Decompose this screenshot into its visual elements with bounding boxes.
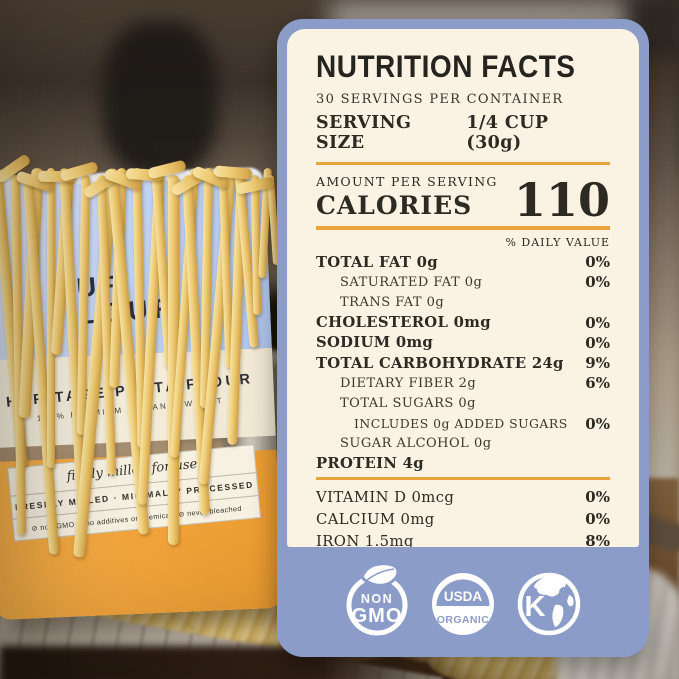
calories-label: CALORIES [316, 191, 473, 220]
bag-brand-text: UR LOUR [76, 262, 250, 330]
nutrient-name: DIETARY FIBER 2g [340, 375, 477, 391]
non-gmo-line1: NON [361, 592, 393, 606]
divider [316, 477, 610, 481]
nutrient-name: INCLUDES 0g ADDED SUGARS [354, 416, 568, 432]
nutrient-name: SUGAR ALCOHOL 0g [340, 436, 492, 452]
leaf-icon [360, 562, 400, 587]
daily-value-header: % DAILY VALUE [505, 236, 610, 249]
amount-per-serving-label: AMOUNT PER SERVING [316, 174, 498, 189]
nutrient-name: IRON 1.5mg [316, 532, 414, 547]
divider [316, 226, 610, 230]
nutrient-name: TRANS FAT 0g [340, 294, 445, 310]
nutrient-name: SATURATED FAT 0g [340, 274, 483, 290]
nutrient-name: TOTAL CARBOHYDRATE 24g [316, 354, 564, 372]
nutrition-title: NUTRITION FACTS [316, 49, 576, 84]
nutrient-rows: TOTAL FAT 0g 0% SATURATED FAT 0g 0% TRANS … [316, 252, 610, 474]
bag-blue-panel: UR LOUR [0, 175, 272, 361]
nutrient-row: PROTEIN 4g [316, 454, 610, 474]
globe-continent [567, 595, 574, 607]
usda-text: USDA [444, 589, 483, 604]
nutrient-row: INCLUDES 0g ADDED SUGARS 0% [316, 414, 610, 434]
background-pot [103, 22, 218, 177]
nutrient-row: TOTAL CARBOHYDRATE 24g 9% [316, 353, 610, 373]
nutrient-row: SUGAR ALCOHOL 0g [316, 434, 610, 454]
divider [316, 162, 610, 165]
nutrient-name: CALCIUM 0mg [316, 510, 435, 528]
leaf-vein [365, 568, 395, 582]
nutrient-dv: 8% [585, 532, 610, 547]
nutrient-name: VITAMIN D 0mcg [316, 488, 455, 506]
flour-bag: UR LOUR HERITAGE PASTA FLOUR 100% PREMIU… [0, 175, 284, 621]
non-gmo-badge: NON GMO [342, 559, 412, 637]
organic-text: ORGANIC [437, 614, 489, 626]
badge-top-half [436, 579, 490, 606]
bag-claims-box: finely milled for use FRESHLY MILLED · M… [7, 444, 262, 542]
nutrient-row: SATURATED FAT 0g 0% [316, 272, 610, 292]
globe-continent [552, 604, 564, 627]
calories-block: AMOUNT PER SERVING CALORIES 110 [316, 172, 610, 227]
nutrient-name: CHOLESTEROL 0mg [316, 314, 491, 332]
nutrient-row: DIETARY FIBER 2g 6% [316, 373, 610, 393]
nutrient-row: IRON 1.5mg 8% [316, 530, 610, 547]
nutrient-dv: 0% [585, 414, 610, 433]
nutrient-dv: 9% [585, 354, 610, 373]
nutrient-row: TOTAL SUGARS 0g [316, 393, 610, 413]
kosher-k-letter: K [525, 591, 546, 623]
nutrient-dv: 0% [585, 253, 610, 272]
certification-badges: NON GMO USDA ORGANIC [277, 559, 649, 637]
kosher-badge: K [514, 563, 584, 637]
globe-icon [517, 572, 581, 636]
nutrient-dv: 0% [585, 313, 610, 332]
bag-orange-panel: finely milled for use FRESHLY MILLED · M… [0, 444, 284, 621]
servings-per-container: 30 SERVINGS PER CONTAINER [316, 92, 564, 107]
nutrient-dv: 0% [585, 273, 610, 292]
usda-organic-badge: USDA ORGANIC [428, 563, 498, 637]
nutrient-row: CALCIUM 0mg 0% [316, 508, 610, 530]
bag-cream-band: HERITAGE PASTA FLOUR 100% PREMIUM ORGANI… [0, 347, 276, 449]
nutrient-name: TOTAL FAT 0g [316, 253, 438, 271]
serving-size-row: SERVING SIZE 1/4 CUP (30g) [316, 113, 610, 153]
nutrient-row: CHOLESTEROL 0mg 0% [316, 313, 610, 333]
nutrient-dv: 0% [585, 510, 610, 529]
nutrition-facts-panel: NUTRITION FACTS 30 SERVINGS PER CONTAINE… [287, 29, 639, 547]
nutrient-dv: 0% [585, 333, 610, 352]
nutrient-name: SODIUM 0mg [316, 334, 434, 352]
calories-value: 110 [513, 172, 610, 227]
nutrient-name: TOTAL SUGARS 0g [340, 395, 476, 411]
nutrient-row: TOTAL FAT 0g 0% [316, 252, 610, 272]
nutrient-name: PROTEIN 4g [316, 455, 424, 473]
globe-continent [534, 575, 566, 597]
nutrition-facts-card: NUTRITION FACTS 30 SERVINGS PER CONTAINE… [277, 19, 649, 657]
nutrient-row: SODIUM 0mg 0% [316, 333, 610, 353]
serving-size-label: SERVING SIZE [316, 113, 412, 153]
serving-size-value: 1/4 CUP (30g) [466, 113, 549, 153]
nutrient-dv: 0% [585, 488, 610, 507]
nutrient-row: VITAMIN D 0mcg 0% [316, 486, 610, 508]
non-gmo-line2: GMO [352, 605, 403, 627]
nutrient-row: TRANS FAT 0g [316, 292, 610, 312]
micronutrient-rows: VITAMIN D 0mcg 0% CALCIUM 0mg 0% IRON 1.5m… [316, 486, 610, 547]
nutrient-dv: 6% [585, 374, 610, 393]
